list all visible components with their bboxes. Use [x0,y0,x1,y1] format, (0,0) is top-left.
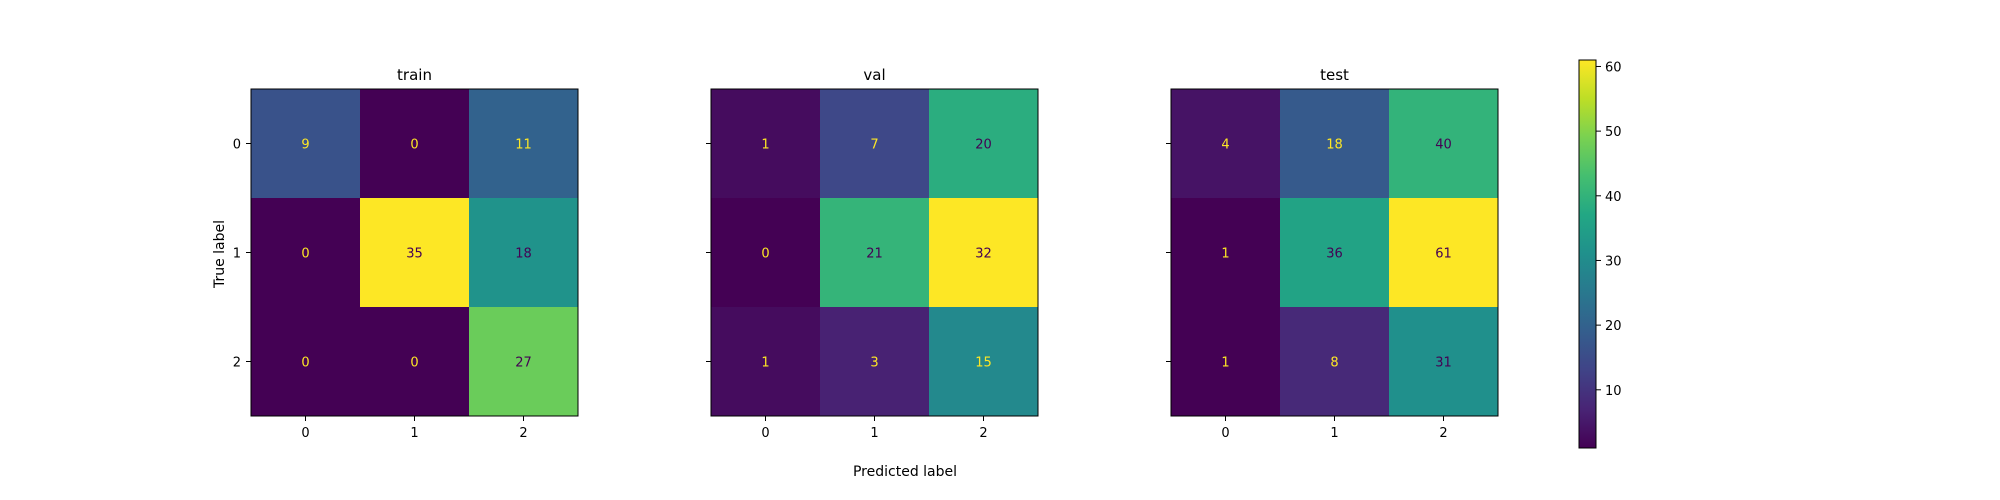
cell-value-label: 3 [870,356,878,371]
panel-title: val [863,66,885,84]
x-tick-label: 2 [979,426,987,441]
cell-value-label: 1 [1221,247,1229,262]
cell-value-label: 4 [1221,138,1229,153]
heatmap-cell [1389,89,1498,198]
cell-value-label: 8 [1330,356,1338,371]
x-tick-label: 1 [870,426,878,441]
heatmap-cell [1171,198,1280,307]
cell-value-label: 40 [1435,138,1452,153]
y-tick-label: 0 [233,138,241,153]
y-axis-label: True label [212,220,228,289]
colorbar-tick-label: 40 [1605,190,1622,205]
cell-value-label: 27 [515,356,532,371]
colorbar-gradient [1578,59,1597,449]
heatmap-cell [1171,89,1280,198]
heatmap-cell [360,89,469,198]
heatmap-cell [469,198,578,307]
cell-value-label: 0 [761,247,769,262]
cell-value-label: 0 [410,356,418,371]
heatmap-cell [251,307,360,416]
colorbar-tick-label: 30 [1605,254,1622,269]
colorbar-tick-label: 20 [1605,319,1622,334]
x-tick-label: 2 [1439,426,1447,441]
panel-val: 1 7 20 0 21 32 1 3 15 val 0 1 2 [706,66,1039,441]
x-tick-label: 2 [519,426,527,441]
heatmap-cell [360,307,469,416]
cell-value-label: 1 [761,356,769,371]
cell-value-label: 35 [406,247,423,262]
heatmap-cell [929,307,1038,416]
heatmap-cell [251,89,360,198]
cell-value-label: 21 [866,247,883,262]
heatmap-cell [929,198,1038,307]
x-tick-label: 1 [410,426,418,441]
x-axis-label: Predicted label [853,464,957,480]
cell-value-label: 0 [301,356,309,371]
heatmap-cell [820,198,929,307]
heatmap-cell [1280,89,1389,198]
cell-value-label: 9 [301,138,309,153]
panel-title: train [397,66,432,84]
heatmap-cell [1280,198,1389,307]
heatmap-cell [1280,307,1389,416]
cell-value-label: 20 [975,138,992,153]
colorbar-tick-label: 50 [1605,125,1622,140]
x-tick-label: 0 [301,426,309,441]
cell-value-label: 18 [1326,138,1343,153]
heatmap-cell [360,198,469,307]
heatmap-cell [1389,198,1498,307]
heatmap-cell [711,89,820,198]
cell-value-label: 15 [975,356,992,371]
cell-value-label: 1 [1221,356,1229,371]
cell-value-label: 7 [870,138,878,153]
cell-value-label: 36 [1326,247,1343,262]
x-tick-label: 0 [1221,426,1229,441]
panel-title: test [1320,66,1349,84]
cell-value-label: 32 [975,247,992,262]
cell-value-label: 1 [761,138,769,153]
cell-value-label: 31 [1435,356,1452,371]
x-tick-label: 0 [761,426,769,441]
heatmap-cell [469,307,578,416]
heatmap-cell [1389,307,1498,416]
panel-train: 9 0 11 0 35 18 0 0 27 train 0 1 2 0 1 2 [233,66,579,441]
cell-value-label: 11 [515,138,532,153]
heatmap-cell [1171,307,1280,416]
heatmap-cell [711,307,820,416]
heatmap-cell [711,198,820,307]
cell-value-label: 0 [410,138,418,153]
y-tick-label: 2 [233,356,241,371]
cell-value-label: 61 [1435,247,1452,262]
heatmap-cell [820,307,929,416]
heatmap-cell [820,89,929,198]
cell-value-label: 0 [301,247,309,262]
heatmap-cell [469,89,578,198]
colorbar-tick-label: 60 [1605,60,1622,75]
colorbar-tick-label: 10 [1605,384,1622,399]
x-tick-label: 1 [1330,426,1338,441]
y-tick-label: 1 [233,247,241,262]
heatmap-cell [251,198,360,307]
cell-value-label: 18 [515,247,532,262]
heatmap-cell [929,89,1038,198]
colorbar: 10 20 30 40 50 60 [1578,59,1622,449]
